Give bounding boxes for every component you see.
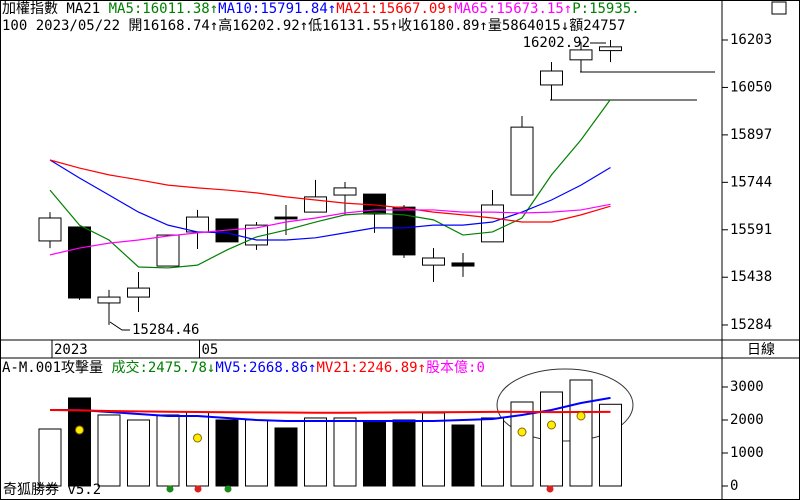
window-icon[interactable]: [771, 1, 787, 15]
ma-line: [49, 99, 611, 269]
ma-line: [50, 396, 611, 422]
volume-bar: [333, 417, 357, 487]
candle-body: [274, 216, 298, 220]
volume-marker: [517, 427, 527, 437]
y-tick-label: 0: [730, 478, 738, 494]
candle-body: [599, 46, 622, 52]
candle-body: [97, 296, 121, 304]
price-header: 加權指數 MA21 MA5:16011.38↑MA10:15791.84↑MA2…: [2, 0, 720, 18]
candle-body: [510, 126, 534, 196]
candle-body: [422, 257, 445, 266]
p-label: P:15935.: [572, 1, 640, 17]
volume-marker: [193, 433, 202, 443]
highlight-ellipse: [496, 368, 634, 442]
period-label[interactable]: 日線: [747, 342, 775, 358]
signal-dot: [194, 485, 202, 493]
y-tick-label: 2000: [730, 412, 764, 428]
volume-bar: [38, 428, 62, 487]
ma-line: [49, 159, 611, 223]
title: 加權指數 MA21: [2, 1, 101, 17]
volume-bar: [569, 379, 593, 487]
volume-bar: [97, 414, 121, 487]
legend-entry: MA10:15791.84↑: [218, 1, 337, 17]
candle-body: [156, 234, 180, 267]
volume-bar: [599, 403, 622, 487]
legend-entry: MV5:2668.86↑: [215, 360, 317, 376]
volume-bar: [274, 427, 298, 487]
high-annotation: 16202.92: [523, 35, 590, 51]
signal-dot: [224, 485, 232, 493]
volume-bar: [245, 419, 268, 487]
volume-bar: [451, 424, 475, 487]
y-tick-label: 1000: [730, 445, 764, 461]
candle-body: [68, 226, 91, 299]
ma-line: [49, 203, 611, 256]
volume-bar: [392, 419, 416, 487]
y-tick-label: 16203: [730, 32, 772, 48]
legend-entry: MV21:2246.89↑: [316, 360, 427, 376]
legend-entry: MA21:15667.09↑: [336, 1, 455, 17]
volume-bar: [481, 417, 504, 487]
volume-marker: [75, 425, 84, 435]
y-tick-label: 3000: [730, 379, 764, 395]
legend: MV5:2668.86↑MV21:2246.89↑: [215, 360, 426, 376]
legend: MA5:16011.38↑MA10:15791.84↑MA21:15667.09…: [109, 1, 573, 17]
candle-body: [392, 206, 416, 256]
volume-bar: [68, 397, 91, 487]
signal-dot: [546, 485, 554, 493]
volume-label: 成交:2475.78↓: [111, 360, 216, 376]
candle-body: [333, 187, 357, 196]
footer: 奇狐勝券 v5.2: [3, 481, 101, 498]
plots: 2023 05 16203 16050 15897 15744 15591 15438 1528…: [38, 32, 772, 494]
capital-label: 股本億:0: [426, 360, 485, 376]
volume-header: A-M.001攻擊量 成交:2475.78↓MV5:2668.86↑MV21:2…: [2, 359, 720, 377]
volume-bar: [127, 419, 150, 487]
volume-bar: [540, 391, 563, 487]
ma-line: [49, 408, 611, 414]
volume-marker: [576, 411, 586, 421]
volume-bar: [363, 421, 386, 487]
x-tick-label: 05: [202, 342, 219, 358]
candle-body: [451, 262, 475, 267]
volume-bar: [156, 414, 180, 487]
candle-body: [38, 217, 62, 242]
signal-dot: [166, 485, 174, 493]
ma-line: [49, 159, 611, 241]
volume-bar: [186, 411, 209, 487]
volume-bar: [304, 417, 327, 487]
price-info: 100 2023/05/22 開16168.74↑高16202.92↑低1613…: [2, 17, 720, 35]
legend-entry: MA65:15673.15↑: [454, 1, 573, 17]
y-tick-label: 15591: [730, 222, 772, 238]
legend-entry: MA5:16011.38↑: [108, 1, 219, 17]
volume-marker: [547, 420, 556, 430]
title: A-M.001攻擊量: [2, 360, 104, 376]
x-tick-label: 2023: [54, 342, 88, 358]
annotation-leader: [109, 321, 130, 331]
y-tick-label: 15284: [730, 317, 772, 333]
low-annotation: 15284.46: [132, 322, 199, 338]
candle-body: [569, 49, 593, 61]
y-tick-label: 15897: [730, 127, 772, 143]
y-tick-label: 16050: [730, 79, 772, 95]
y-tick-label: 15438: [730, 269, 772, 285]
volume-bar: [422, 412, 445, 487]
info: 100 2023/05/22 開16168.74↑高16202.92↑低1613…: [2, 18, 626, 34]
volume-bar: [510, 401, 534, 487]
volume-bar: [215, 419, 239, 487]
y-tick-label: 15744: [730, 174, 772, 190]
candle-body: [127, 287, 150, 298]
candle-body: [540, 70, 563, 86]
